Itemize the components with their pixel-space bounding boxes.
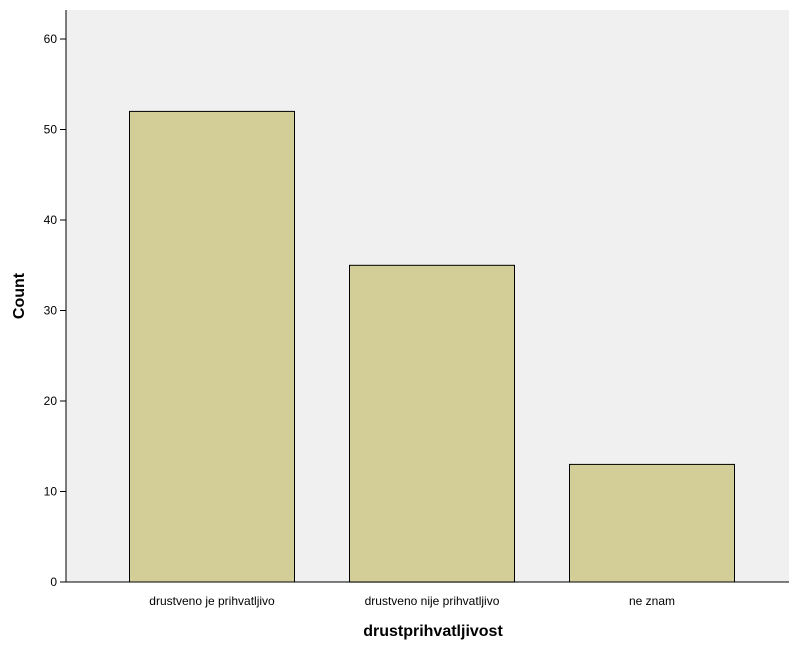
x-tick-label-1: drustveno nije prihvatljivo: [365, 594, 500, 608]
x-tick-label-2: ne znam: [629, 594, 675, 608]
y-axis-title: Count: [11, 272, 28, 319]
bar-2: [569, 463, 735, 583]
y-tick-label-4: 40: [44, 213, 58, 227]
bars-group: [129, 110, 735, 583]
x-tick-label-0: drustveno je prihvatljivo: [149, 594, 275, 608]
y-tick-label-3: 30: [44, 304, 58, 318]
y-tick-label-2: 20: [44, 394, 58, 408]
bar-0: [129, 110, 295, 583]
y-tick-label-0: 0: [50, 575, 57, 589]
y-tick-label-1: 10: [44, 485, 58, 499]
bar-1: [349, 264, 515, 583]
x-axis-title: drustprihvatljivost: [363, 623, 503, 640]
y-ticks-group: 0 10 20 30 40 50 60: [44, 32, 66, 589]
y-tick-label-6: 60: [44, 32, 58, 46]
x-labels-group: drustveno je prihvatljivo drustveno nije …: [149, 594, 675, 608]
y-tick-label-5: 50: [44, 123, 58, 137]
